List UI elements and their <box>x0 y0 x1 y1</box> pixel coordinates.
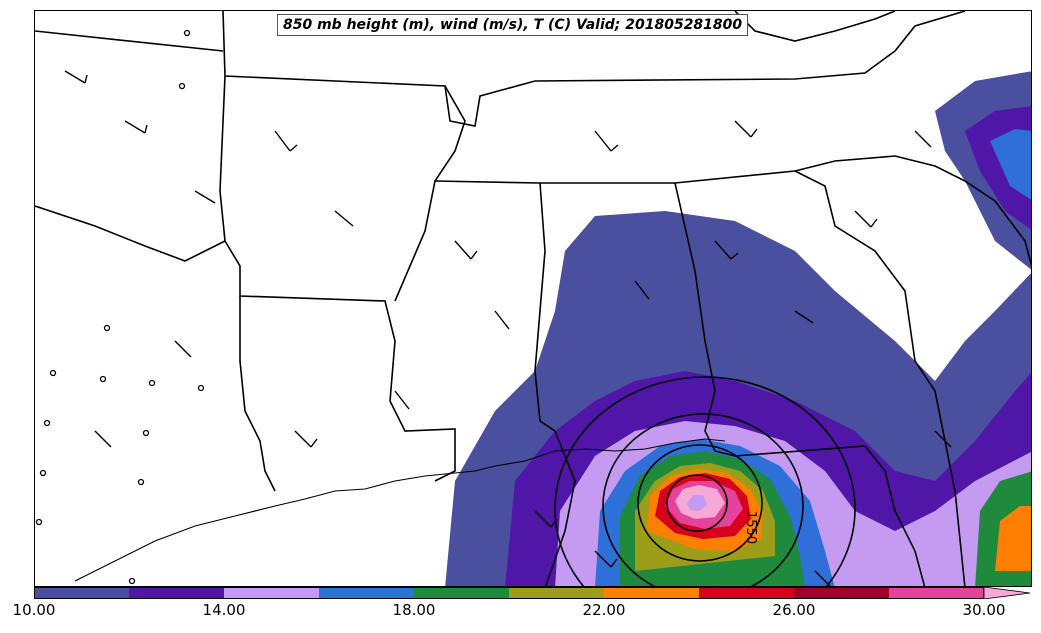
map-canvas: 1550 <box>35 11 1031 586</box>
east-coast-shade-core <box>990 129 1031 200</box>
contour-1550 <box>554 376 856 586</box>
colorbar-bin-2 <box>224 587 319 599</box>
colorbar-tick-label: 14.00 <box>202 601 246 619</box>
colorbar-outline <box>34 587 984 599</box>
colorbar-bin-7 <box>699 587 794 599</box>
colorbar-bin-0 <box>34 587 129 599</box>
contour-1500 <box>666 474 728 532</box>
coastline <box>74 438 726 582</box>
colorbar-bin-8 <box>794 587 889 599</box>
height-contours <box>554 376 856 586</box>
calm-circles <box>35 29 205 585</box>
colorbar-bin-3 <box>319 587 414 599</box>
colorbar-tick-label: 10.00 <box>12 601 56 619</box>
colorbar-tick-label: 18.00 <box>392 601 436 619</box>
colorbar-tick-label: 22.00 <box>582 601 626 619</box>
storm-eye <box>687 495 707 511</box>
colorbar-extend-arrow <box>983 587 1031 599</box>
map-title: 850 mb height (m), wind (m/s), T (C) Val… <box>277 14 749 36</box>
colorbar-bin-4 <box>414 587 509 599</box>
contour-1540 <box>602 413 804 586</box>
colorbar-tick-labels: 10.00 14.00 18.00 22.00 26.00 30.00 <box>0 601 1041 623</box>
colorbar-bin-6 <box>604 587 699 599</box>
shaded-field <box>445 71 1031 586</box>
se-corner-shade-inner <box>995 506 1031 571</box>
colorbar-bin-1 <box>129 587 224 599</box>
contour-label-1550: 1550 <box>743 511 758 544</box>
colorbar-bin-5 <box>509 587 604 599</box>
wind-barbs <box>64 70 952 586</box>
contour-1520 <box>637 444 763 562</box>
colorbar-bin-9 <box>889 587 984 599</box>
colorbar <box>34 587 1031 599</box>
state-boundaries <box>35 11 1031 586</box>
map-panel: 1550 <box>34 10 1032 587</box>
colorbar-tick-label: 30.00 <box>962 601 1006 619</box>
colorbar-tick-label: 26.00 <box>772 601 816 619</box>
